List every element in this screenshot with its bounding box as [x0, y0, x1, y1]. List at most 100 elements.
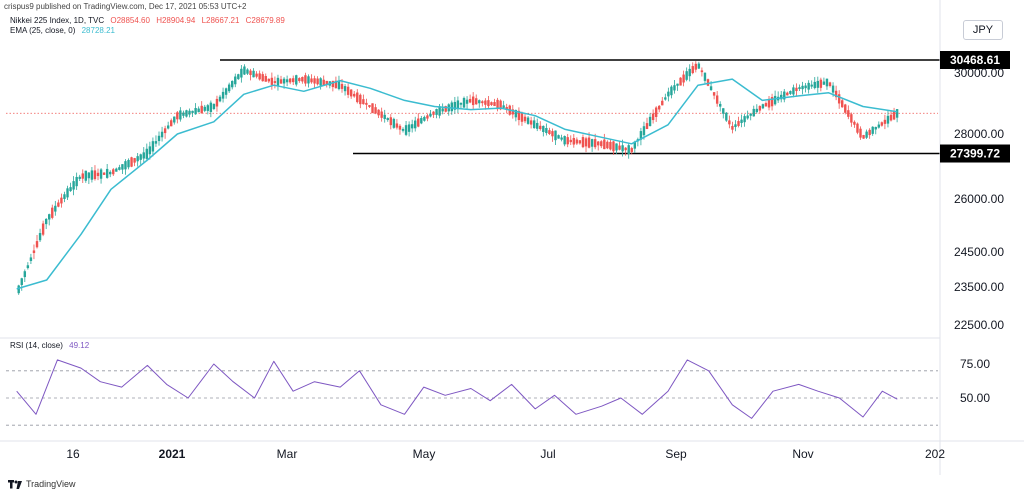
candle-body — [392, 118, 396, 128]
rsi-tick-label: 50.00 — [960, 391, 990, 405]
time-tick-label: Sep — [665, 447, 687, 461]
candle-body — [44, 218, 48, 225]
candle-body — [459, 102, 463, 105]
candle-body — [728, 120, 731, 125]
candle-body — [612, 141, 615, 152]
candle-body — [798, 87, 801, 90]
candle-body — [862, 135, 865, 139]
candle-body — [261, 74, 264, 82]
candle-body — [883, 119, 887, 124]
candle-body — [658, 105, 661, 110]
candle-body — [340, 84, 344, 89]
candle-body — [749, 113, 752, 116]
candle-body — [834, 90, 838, 98]
candle-body — [270, 77, 274, 85]
candle-body — [410, 124, 414, 129]
candle-body — [786, 92, 789, 96]
candle-body — [639, 131, 643, 140]
candle-body — [197, 108, 200, 113]
candle-body — [761, 104, 765, 109]
candle-body — [801, 85, 804, 90]
candle-body — [581, 137, 585, 148]
candle-body — [712, 92, 716, 96]
candle-body — [176, 112, 179, 120]
candle-body — [560, 137, 563, 140]
candle-body — [218, 96, 222, 102]
candle-body — [349, 89, 353, 97]
candle-body — [316, 78, 319, 85]
candle-body — [90, 170, 94, 180]
candle-body — [715, 95, 719, 104]
candle-body — [526, 117, 530, 124]
candle-body — [600, 141, 603, 147]
rsi-label[interactable]: RSI (14, close) — [10, 341, 63, 350]
candle-body — [789, 91, 792, 94]
candle-body — [398, 125, 402, 130]
candle-body — [264, 76, 267, 82]
tradingview-logo-icon — [8, 479, 22, 489]
candle-body — [420, 118, 423, 124]
candle-body — [142, 152, 145, 159]
time-tick-label: Mar — [277, 447, 298, 461]
candle-body — [310, 78, 313, 83]
candle-body — [365, 102, 368, 105]
candle-body — [386, 118, 389, 121]
candle-body — [276, 77, 280, 86]
level-label: 30468.61 — [950, 53, 1000, 67]
symbol-name[interactable]: Nikkei 225 Index, 1D, TVC — [10, 16, 105, 25]
candle-body — [179, 110, 182, 120]
candle-body — [804, 85, 807, 89]
candle-body — [484, 100, 487, 105]
candle-body — [694, 63, 698, 70]
price-tick-label: 30000.00 — [954, 66, 1004, 80]
candle-body — [298, 78, 301, 82]
candle-body — [237, 74, 240, 80]
candle-body — [331, 80, 335, 88]
candle-body — [69, 187, 72, 192]
candle-body — [725, 112, 728, 121]
candle-body — [520, 112, 524, 122]
candle-body — [709, 86, 713, 91]
candle-body — [551, 131, 554, 137]
candle-body — [368, 105, 371, 107]
axes: 30468.61 27399.72 30000.00 28000.00 26000.00… — [0, 0, 1024, 475]
candle-body — [767, 98, 771, 108]
candle-body — [682, 74, 685, 83]
candle-body — [822, 81, 826, 85]
candle-body — [307, 76, 310, 84]
candle-body — [249, 70, 252, 75]
candle-body — [322, 79, 325, 86]
candle-body — [51, 207, 54, 218]
candle-body — [353, 93, 356, 97]
candle-body — [651, 113, 655, 121]
candle-body — [618, 145, 621, 150]
candle-body — [557, 135, 560, 139]
candle-body — [493, 102, 496, 107]
candle-body — [435, 109, 438, 115]
candle-body — [288, 78, 292, 83]
candle-body — [664, 97, 667, 100]
candle-body — [679, 77, 682, 86]
candle-body — [87, 172, 91, 179]
candle-body — [667, 91, 670, 97]
candle-body — [166, 125, 170, 129]
candle-body — [383, 114, 386, 119]
candle-body — [859, 128, 862, 138]
candle-body — [795, 87, 798, 92]
publish-credit: crispus9 published on TradingView.com, D… — [4, 2, 247, 11]
candle-body — [517, 110, 521, 121]
candle-body — [475, 98, 478, 105]
candle-body — [224, 88, 228, 95]
candle-body — [615, 143, 618, 151]
candle-body — [227, 84, 231, 92]
candle-body — [231, 80, 234, 88]
candle-body — [770, 97, 774, 107]
candle-body — [371, 103, 374, 114]
candle-body — [414, 120, 417, 129]
candle-body — [66, 188, 69, 198]
ema-label[interactable]: EMA (25, close, 0) — [10, 26, 76, 35]
candle-body — [63, 194, 66, 199]
candle-body — [426, 115, 429, 119]
currency-badge[interactable]: JPY — [963, 20, 1003, 40]
